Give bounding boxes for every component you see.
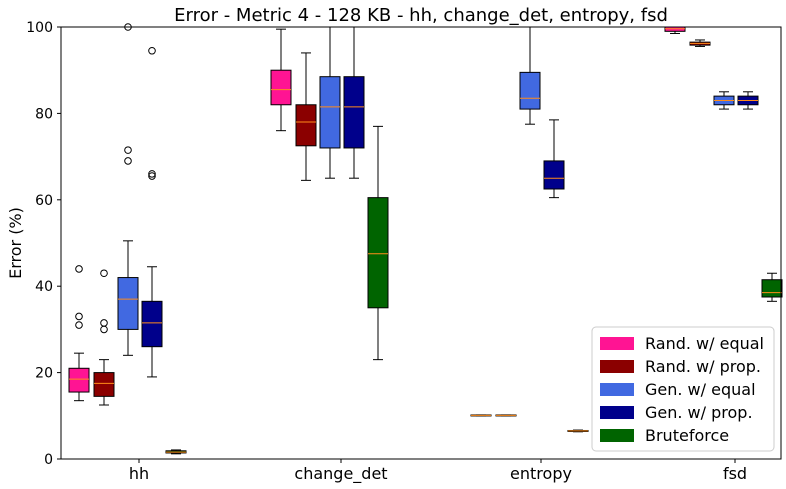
legend-label: Gen. w/ prop. xyxy=(645,403,753,422)
outlier-point xyxy=(75,312,83,321)
box xyxy=(93,269,115,406)
box xyxy=(761,272,783,302)
box-body xyxy=(761,279,783,298)
box xyxy=(470,414,492,417)
box xyxy=(737,91,759,110)
box-body xyxy=(519,71,541,110)
outlier-point xyxy=(100,319,108,327)
legend: Rand. w/ equal Rand. w/ prop. Gen. w/ equa… xyxy=(591,326,775,452)
outlier-point xyxy=(100,269,108,278)
box xyxy=(689,39,711,47)
box xyxy=(117,23,139,356)
legend-label: Gen. w/ equal xyxy=(645,380,756,399)
y-tick-label: 80 xyxy=(35,106,53,122)
outlier-point xyxy=(100,325,108,334)
legend-swatch xyxy=(600,337,634,350)
box-body xyxy=(93,372,115,397)
box xyxy=(543,119,565,199)
box xyxy=(141,46,163,378)
outlier-point xyxy=(148,170,156,178)
x-category-label: hh xyxy=(129,464,149,483)
x-category-label: entropy xyxy=(510,464,572,483)
y-axis-title: Error (%) xyxy=(6,207,25,279)
x-category-label: fsd xyxy=(723,464,747,483)
outlier-point xyxy=(75,321,83,329)
series-gen-w-equal xyxy=(117,23,735,356)
chart-title: Error - Metric 4 - 128 KB - hh, change_d… xyxy=(174,5,668,26)
legend-label: Bruteforce xyxy=(645,426,729,445)
box xyxy=(165,449,187,455)
box-body xyxy=(68,367,90,393)
outlier-point xyxy=(148,46,156,55)
series-rand-w-prop- xyxy=(93,39,711,417)
legend-frame xyxy=(591,326,775,452)
legend-swatch xyxy=(600,383,634,396)
y-tick-label: 100 xyxy=(26,20,53,36)
series-gen-w-prop- xyxy=(141,26,759,378)
legend-swatch xyxy=(600,406,634,419)
y-tick-label: 40 xyxy=(35,279,53,295)
box xyxy=(319,26,341,179)
axes-layer: 0 20 40 60 80 100 hh change_det entropy fsd xyxy=(26,20,747,484)
box xyxy=(68,265,90,402)
y-tick-label: 20 xyxy=(35,366,53,382)
box xyxy=(495,414,517,417)
box-body xyxy=(543,160,565,190)
box xyxy=(295,52,317,181)
box-body xyxy=(295,104,317,147)
box-body xyxy=(343,76,365,149)
series-rand-w-equal xyxy=(68,26,686,417)
outlier-point xyxy=(124,146,132,154)
legend-label: Rand. w/ equal xyxy=(645,334,764,353)
box xyxy=(519,26,541,125)
box xyxy=(567,429,589,433)
box-body xyxy=(117,277,139,330)
series-bruteforce xyxy=(165,125,783,455)
box xyxy=(367,125,389,361)
box-plot-series-layer xyxy=(68,23,783,455)
y-tick-label: 0 xyxy=(44,452,53,468)
y-tick-label: 60 xyxy=(35,193,53,209)
box-body xyxy=(319,76,341,149)
box xyxy=(664,26,686,34)
box-body xyxy=(270,69,292,106)
legend-swatch xyxy=(600,360,634,373)
legend-label: Rand. w/ prop. xyxy=(645,357,761,376)
box xyxy=(343,26,365,179)
outlier-point xyxy=(124,157,132,165)
box-body xyxy=(141,300,163,348)
plot-area-frame xyxy=(60,26,782,460)
box-body xyxy=(367,197,389,309)
legend-swatch xyxy=(600,429,634,442)
box xyxy=(713,91,735,110)
box xyxy=(270,28,292,132)
outlier-point xyxy=(148,172,156,180)
x-category-label: change_det xyxy=(294,464,387,484)
outlier-point xyxy=(75,265,83,273)
